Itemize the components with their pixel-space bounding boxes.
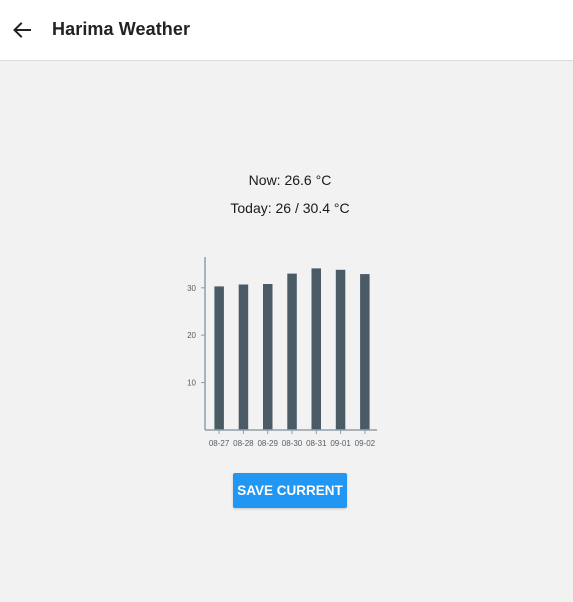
x-tick-label: 09-02 [355, 439, 376, 448]
today-temperature-range: Today: 26 / 30.4 °C [230, 200, 350, 216]
x-tick-label: 08-28 [233, 439, 254, 448]
x-tick-label: 08-29 [257, 439, 278, 448]
x-tick-label: 08-31 [306, 439, 327, 448]
x-tick-label: 08-30 [282, 439, 303, 448]
x-tick-label: 09-01 [330, 439, 351, 448]
app-bar: Harima Weather [0, 0, 573, 61]
chart-bar [263, 284, 273, 430]
back-arrow-icon[interactable] [8, 16, 36, 44]
temperature-bar-chart: 08-27 08-28 08-29 08-30 08-31 09-01 09-02 10 20 3… [187, 257, 377, 448]
chart-bar [335, 269, 346, 430]
chart-bar [238, 284, 249, 430]
chart-bar [214, 286, 224, 430]
main-content: Now: 26.6 °C Today: 26 / 30.4 °C 08-27 08… [0, 61, 573, 602]
chart-bar [360, 274, 370, 430]
current-temperature: Now: 26.6 °C [248, 172, 332, 188]
save-current-button[interactable]: SAVE CURRENT [233, 473, 347, 508]
x-tick-label: 08-27 [209, 439, 230, 448]
chart-bar [311, 268, 321, 430]
y-tick-label: 10 [187, 379, 196, 388]
chart-bar [287, 273, 297, 430]
y-tick-label: 20 [187, 331, 196, 340]
y-tick-label: 30 [187, 284, 196, 293]
page-title: Harima Weather [52, 19, 191, 39]
